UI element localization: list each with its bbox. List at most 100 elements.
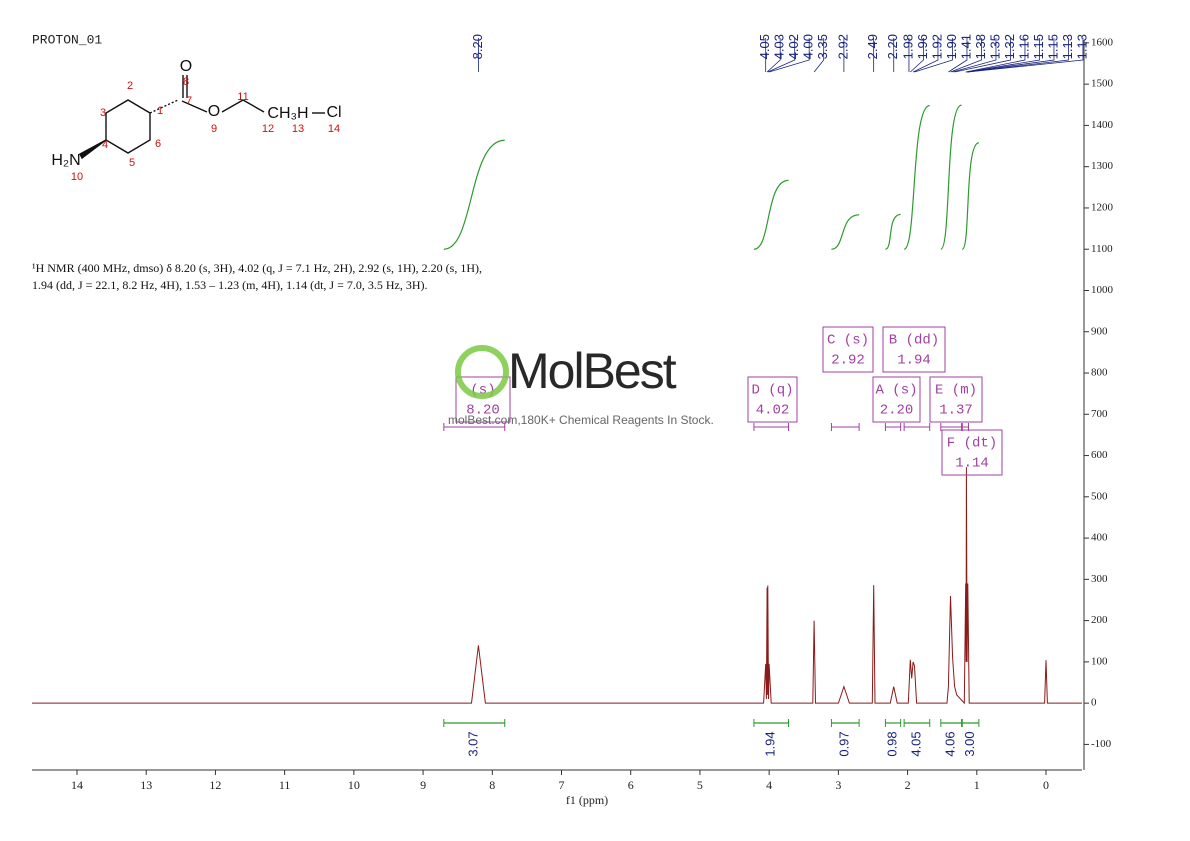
- integral-label: 0.98: [884, 731, 899, 756]
- description: ¹H NMR (400 MHz, dmso) δ 8.20 (s, 3H), 4…: [32, 261, 482, 275]
- atom-number: 12: [262, 123, 274, 135]
- atom-label: Cl: [326, 104, 341, 121]
- y-tick-label: 1200: [1091, 201, 1114, 213]
- peak-label: 3.35: [815, 34, 830, 59]
- bond: [221, 99, 244, 113]
- atom-label: H₂N: [51, 152, 80, 169]
- integral-label: 4.05: [908, 731, 923, 756]
- bond: [181, 100, 208, 113]
- y-tick-label: 800: [1091, 367, 1108, 379]
- peak-connector: [948, 38, 968, 73]
- multiplet-box: [929, 376, 983, 423]
- peak-label: 1.13: [1060, 34, 1075, 59]
- peak-connector: [914, 38, 953, 73]
- x-tick-label: 3: [835, 778, 841, 792]
- multiplet-name: D (q): [751, 383, 793, 399]
- multiplet-shift: 4.02: [756, 403, 790, 419]
- x-tick-label: 6: [628, 778, 634, 792]
- multiplet-name: A (s): [875, 383, 917, 399]
- x-tick-label: 2: [905, 778, 911, 792]
- integral-curve: [753, 179, 789, 250]
- x-tick-label: 13: [140, 778, 152, 792]
- x-tick-label: 5: [697, 778, 703, 792]
- peak-connector: [910, 38, 924, 73]
- atom-number: 3: [100, 107, 106, 119]
- multiplet-box: [872, 376, 921, 423]
- atom-number: 9: [211, 123, 217, 135]
- atom-number: 10: [71, 171, 83, 183]
- peak-connector: [813, 38, 825, 73]
- integral-curve: [885, 213, 901, 250]
- bond: [242, 99, 265, 113]
- atom-label: O: [180, 58, 192, 75]
- y-tick-label: 0: [1091, 697, 1097, 709]
- multiplet-shift: 2.20: [880, 403, 914, 419]
- x-axis-label: f1 (ppm): [566, 793, 608, 807]
- y-tick-label: 300: [1091, 573, 1108, 585]
- atom-label: O: [208, 103, 220, 120]
- structure: [79, 75, 325, 160]
- atom-number: 6: [155, 138, 161, 150]
- atom-number: 7: [186, 95, 192, 107]
- peak-label: 1.96: [915, 34, 930, 59]
- peak-label: 2.49: [865, 34, 880, 59]
- integral-curve: [831, 214, 860, 250]
- y-tick-label: 100: [1091, 655, 1108, 667]
- y-tick-label: 200: [1091, 614, 1108, 626]
- chart-title: PROTON_01: [32, 32, 102, 47]
- y-tick-label: 1300: [1091, 160, 1114, 172]
- peak-connector: [766, 38, 781, 73]
- integral-label: 0.97: [837, 731, 852, 756]
- peak-connector: [912, 38, 939, 73]
- atom-number: 1: [157, 105, 163, 117]
- y-tick-label: 500: [1091, 490, 1108, 502]
- x-tick-label: 9: [420, 778, 426, 792]
- y-tick-label: 1500: [1091, 78, 1114, 90]
- spectrum: [32, 467, 1082, 705]
- atom-number: 5: [129, 157, 135, 169]
- watermark-logo: [455, 345, 509, 399]
- atom-number: 4: [102, 139, 108, 151]
- multiplet-name: F (dt): [947, 436, 997, 452]
- peak-connector: [950, 38, 982, 73]
- peak-label: 8.20: [470, 34, 485, 59]
- multiplet-box: [941, 429, 1003, 476]
- peak-label: 1.41: [958, 34, 973, 59]
- multiplet-name: E (m): [935, 383, 977, 399]
- multiplet-shift: 1.37: [939, 403, 973, 419]
- peak-label: 4.05: [757, 34, 772, 59]
- y-tick-label: 1000: [1091, 284, 1114, 296]
- atom-number: 11: [237, 91, 248, 103]
- x-tick-label: 11: [279, 778, 291, 792]
- multiplet-shift: 2.92: [831, 353, 865, 369]
- peak-connector: [966, 38, 1055, 73]
- integral-label: 1.94: [763, 731, 778, 756]
- y-tick-label: 600: [1091, 449, 1108, 461]
- peak-connector: [967, 38, 1084, 73]
- peak-label: 2.92: [835, 34, 850, 59]
- peak-connector: [965, 38, 1026, 73]
- multiplet-shift: 8.20: [466, 403, 500, 419]
- x-tick-label: 12: [209, 778, 221, 792]
- peak-connector: [952, 38, 997, 73]
- multiplet-box: [822, 326, 874, 373]
- peak-connector: [966, 38, 1040, 73]
- peak-label: 4.00: [801, 34, 816, 59]
- x-tick-label: 0: [1043, 778, 1049, 792]
- multiplet-name: C (s): [827, 333, 869, 349]
- y-tick-label: 1100: [1091, 243, 1113, 255]
- peak-label: 1.32: [1002, 34, 1017, 59]
- x-tick-label: 14: [71, 778, 83, 792]
- peak-connector: [769, 38, 810, 73]
- atom-number: 8: [183, 76, 189, 88]
- multiplet-box: [882, 326, 946, 373]
- x-tick-label: 1: [974, 778, 980, 792]
- multiplet-shift: 1.94: [897, 353, 931, 369]
- peak-connector: [967, 38, 1069, 73]
- integral-label: 4.06: [943, 731, 958, 756]
- watermark-tagline: molBest.com,180K+ Chemical Reagents In S…: [448, 413, 714, 427]
- x-tick-label: 7: [558, 778, 564, 792]
- peak-label: 1.92: [929, 34, 944, 59]
- multiplet-shift: 1.14: [955, 456, 989, 472]
